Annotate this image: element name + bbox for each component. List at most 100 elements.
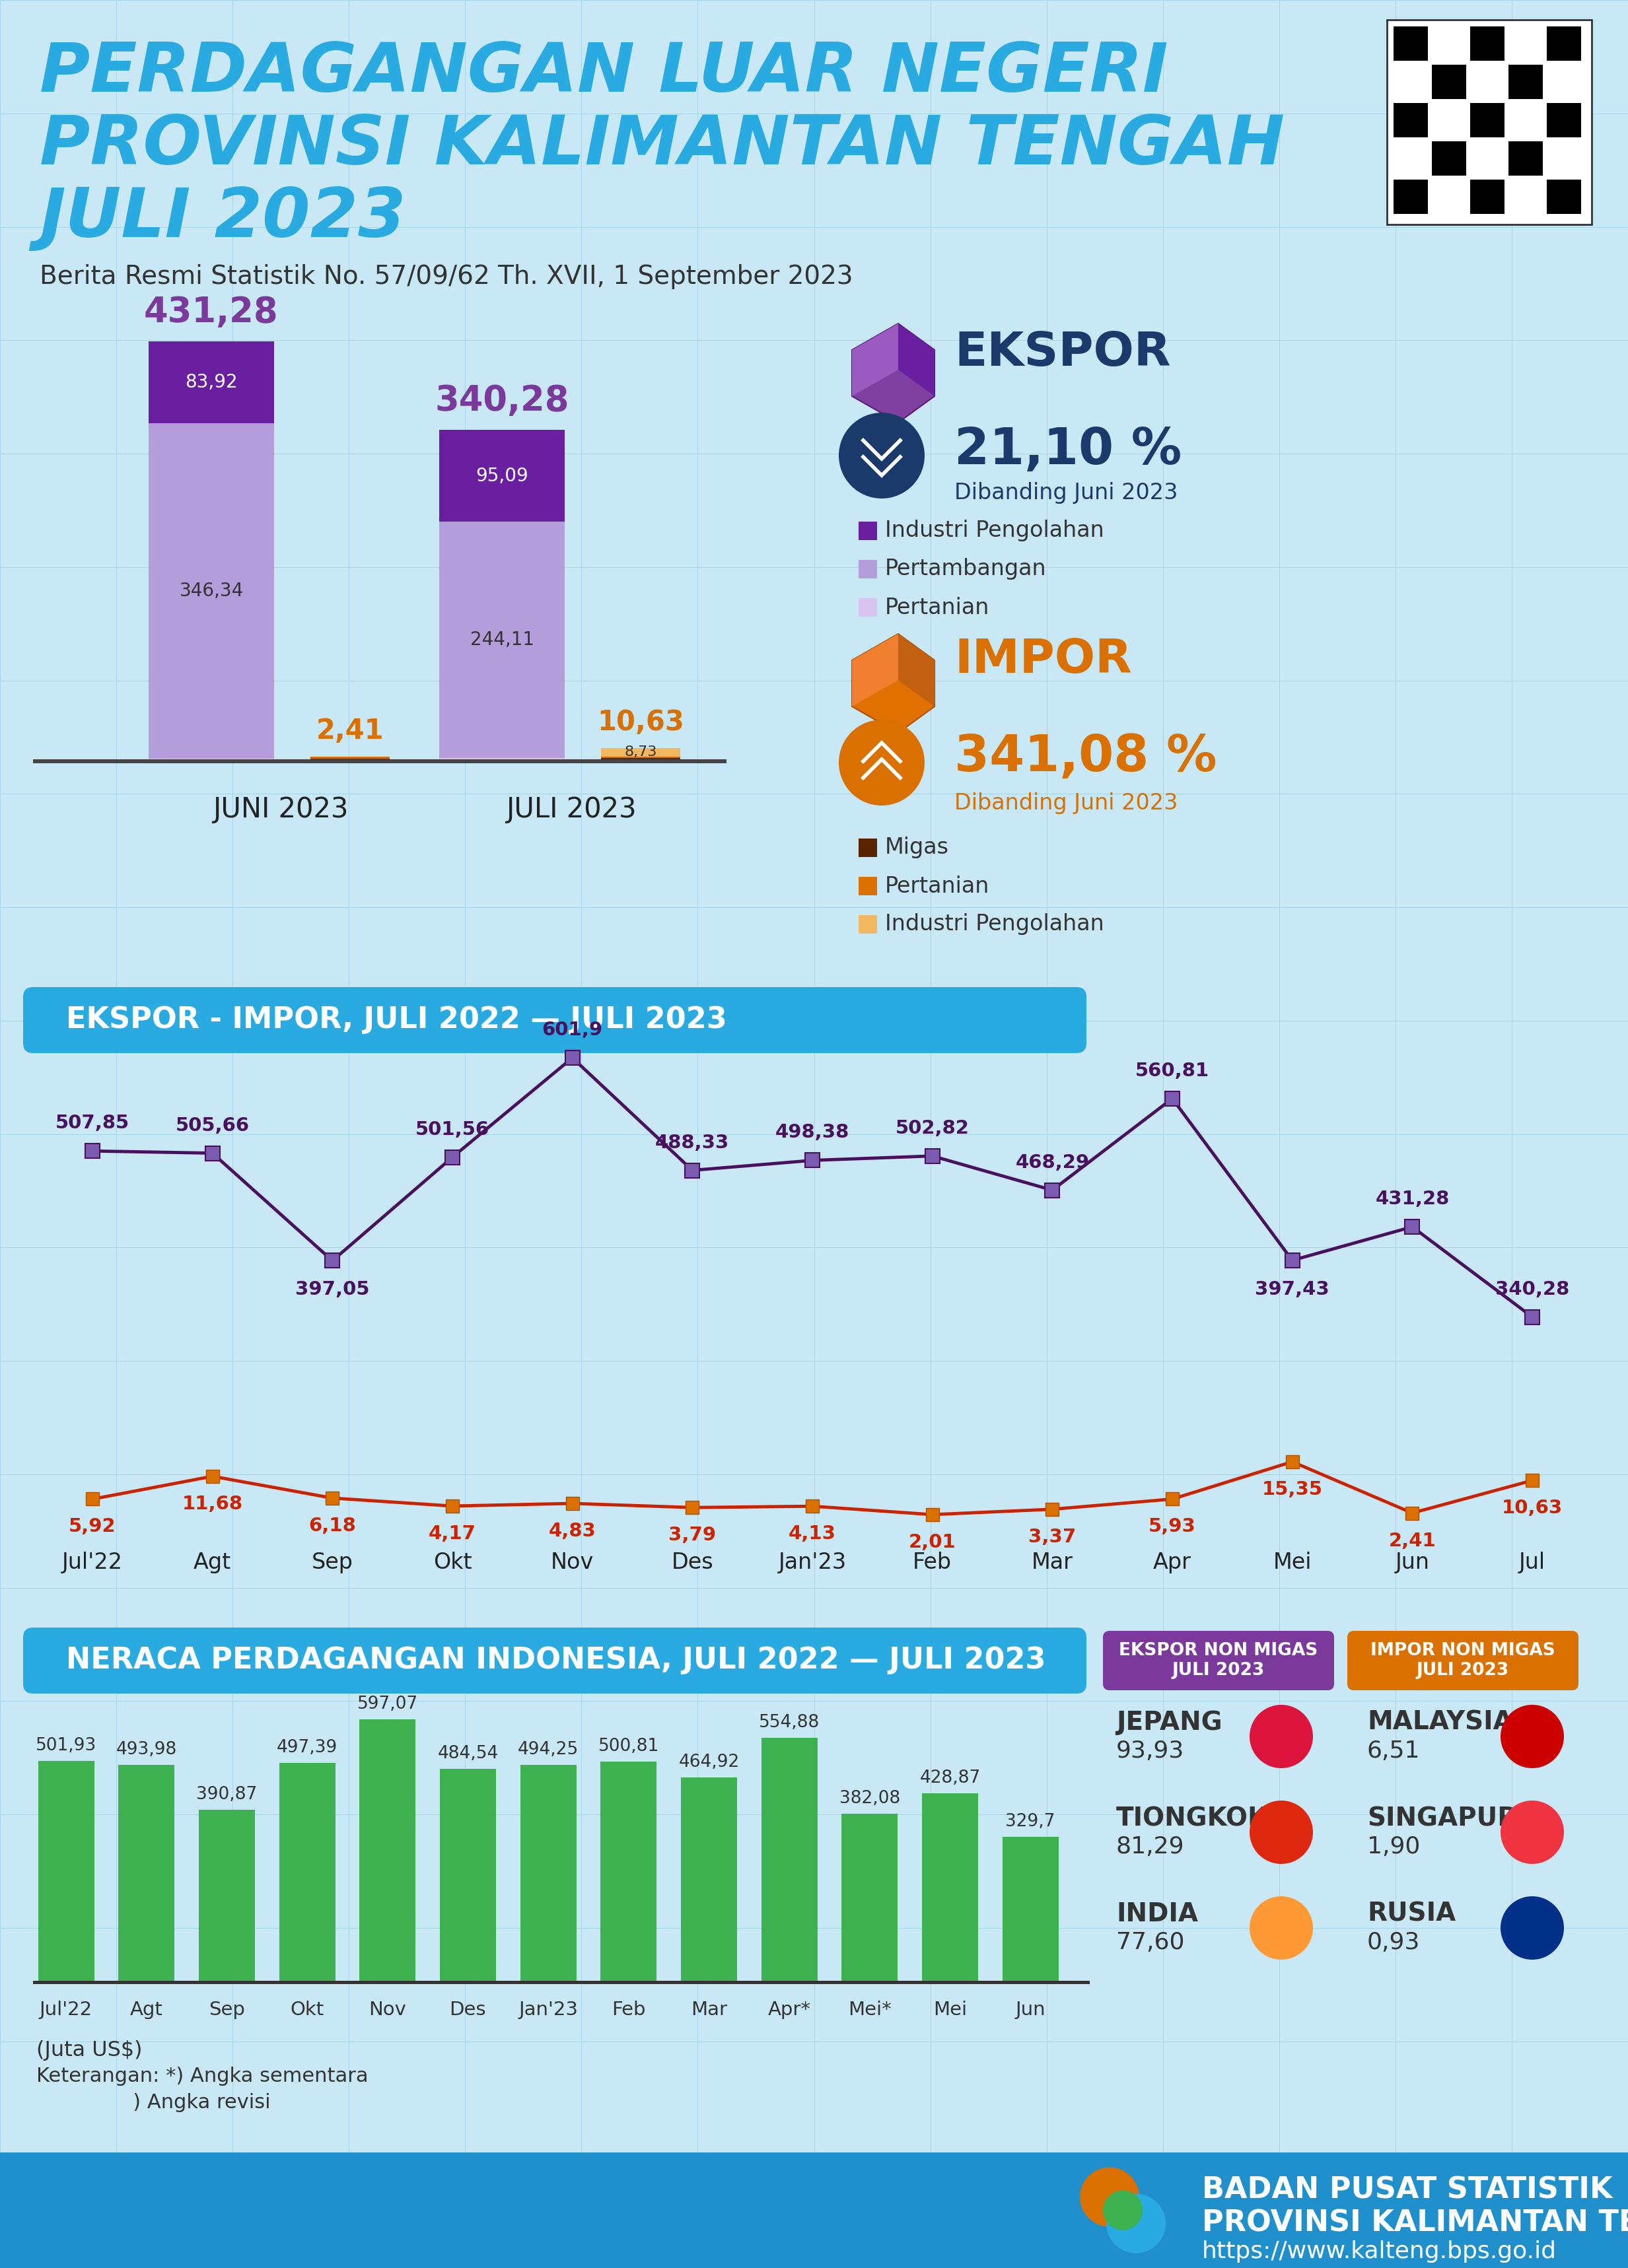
Text: BADAN PUSAT STATISTIK: BADAN PUSAT STATISTIK [1201,2175,1612,2204]
Text: 93,93: 93,93 [1117,1740,1184,1762]
Text: 340,28: 340,28 [1495,1279,1569,1300]
Text: Pertambangan: Pertambangan [886,558,1047,581]
Text: IMPOR NON MIGAS
JULI 2023: IMPOR NON MIGAS JULI 2023 [1371,1642,1555,1678]
Polygon shape [851,324,934,422]
Bar [1394,102,1428,138]
Text: 0,93: 0,93 [1368,1932,1420,1953]
Text: 83,92: 83,92 [186,372,238,392]
Text: 346,34: 346,34 [179,581,244,599]
Text: 6,18: 6,18 [309,1517,357,1535]
Text: 10,63: 10,63 [597,708,684,737]
Text: Dibanding Juni 2023: Dibanding Juni 2023 [954,792,1177,814]
Text: 4,83: 4,83 [549,1522,596,1540]
Bar [148,342,274,422]
Text: 4,13: 4,13 [788,1524,837,1542]
Text: Agt: Agt [130,2000,163,2019]
Text: Feb: Feb [612,2000,646,2019]
Text: SINGAPURA: SINGAPURA [1368,1805,1537,1830]
Circle shape [1501,1706,1565,1769]
Text: EKSPOR NON MIGAS
JULI 2023: EKSPOR NON MIGAS JULI 2023 [1118,1642,1319,1678]
Text: 428,87: 428,87 [920,1769,980,1787]
Text: 77,60: 77,60 [1117,1932,1185,1953]
Circle shape [1250,1801,1312,1864]
Bar [278,1762,335,1980]
Text: Sep: Sep [208,2000,244,2019]
Circle shape [1501,1896,1565,1960]
Bar [1470,27,1504,61]
Text: 501,93: 501,93 [36,1737,96,1755]
Text: Jun: Jun [1395,1551,1429,1574]
FancyBboxPatch shape [1348,1631,1579,1690]
Circle shape [1079,2168,1140,2227]
Text: Agt: Agt [194,1551,231,1574]
Text: Okt: Okt [433,1551,472,1574]
Text: Nov: Nov [550,1551,594,1574]
Text: Pertanian: Pertanian [886,596,990,619]
Text: 81,29: 81,29 [1117,1835,1185,1857]
Text: RUSIA: RUSIA [1368,1901,1455,1926]
Text: 494,25: 494,25 [518,1742,578,1758]
Circle shape [1501,1801,1565,1864]
Text: Keterangan: *) Angka sementara: Keterangan: *) Angka sementara [36,2066,368,2087]
Text: 2,41: 2,41 [1389,1531,1436,1549]
Text: 6,51: 6,51 [1368,1740,1420,1762]
Text: 341,08 %: 341,08 % [954,733,1216,782]
Bar [921,1794,978,1980]
Bar [148,422,274,758]
Bar [440,522,565,758]
Text: Industri Pengolahan: Industri Pengolahan [886,519,1104,542]
Text: Mei: Mei [1273,1551,1312,1574]
Text: 2,41: 2,41 [316,717,384,746]
Text: 21,10 %: 21,10 % [954,426,1182,474]
Bar [360,1719,415,1980]
Bar [601,748,681,758]
Bar [858,839,877,857]
Circle shape [1250,1896,1312,1960]
Text: IMPOR: IMPOR [954,637,1131,683]
Bar [1003,1837,1058,1980]
FancyBboxPatch shape [23,1628,1086,1694]
Text: 340,28: 340,28 [435,383,570,417]
Text: 501,56: 501,56 [415,1120,490,1139]
Bar [601,1762,656,1980]
Text: 498,38: 498,38 [775,1123,850,1141]
Text: Dibanding Juni 2023: Dibanding Juni 2023 [954,483,1177,503]
Bar [1547,102,1581,138]
Text: 497,39: 497,39 [277,1740,337,1758]
Bar [858,878,877,896]
Text: Mar: Mar [1032,1551,1073,1574]
Bar [681,1778,737,1980]
Text: JULI 2023: JULI 2023 [506,796,637,823]
Text: Feb: Feb [913,1551,952,1574]
Text: MALAYSIA: MALAYSIA [1368,1710,1512,1735]
Text: 431,28: 431,28 [145,295,278,329]
Text: Jan'23: Jan'23 [778,1551,847,1574]
Bar [33,1980,1089,1985]
Text: 397,05: 397,05 [295,1281,370,1300]
Bar [199,1810,256,1980]
Text: Industri Pengolahan: Industri Pengolahan [886,914,1104,934]
Bar [1470,179,1504,213]
Polygon shape [899,324,934,397]
FancyBboxPatch shape [23,987,1086,1052]
Bar [1509,141,1543,175]
Bar [858,914,877,934]
Bar [1433,66,1467,100]
Text: 390,87: 390,87 [197,1785,257,1803]
Text: Nov: Nov [368,2000,407,2019]
Text: 500,81: 500,81 [597,1737,659,1755]
Text: 244,11: 244,11 [470,631,534,649]
Text: 484,54: 484,54 [438,1744,498,1762]
Text: 464,92: 464,92 [679,1753,739,1771]
Bar [1509,66,1543,100]
Text: 502,82: 502,82 [895,1118,969,1139]
Text: Des: Des [671,1551,713,1574]
Text: 5,92: 5,92 [68,1517,116,1535]
Text: INDIA: INDIA [1117,1901,1198,1926]
Bar [1433,141,1467,175]
Text: 3,79: 3,79 [669,1526,716,1545]
Text: Sep: Sep [311,1551,353,1574]
Text: 329,7: 329,7 [1006,1812,1055,1830]
Text: PROVINSI KALIMANTAN TENGAH: PROVINSI KALIMANTAN TENGAH [1201,2209,1628,2236]
Text: EKSPOR: EKSPOR [954,331,1171,376]
